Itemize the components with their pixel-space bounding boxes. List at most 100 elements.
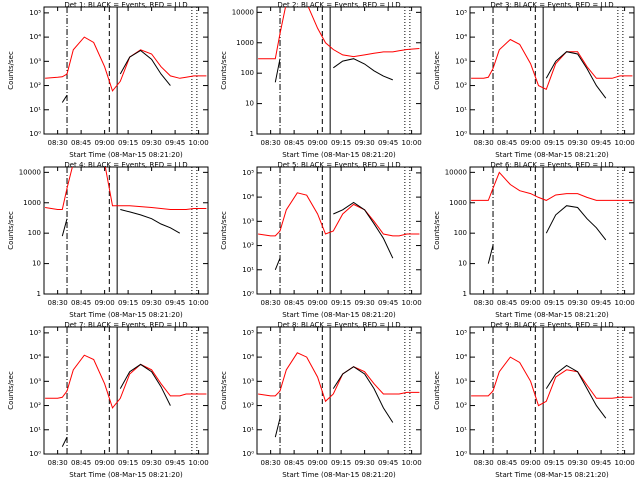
y-tick-label: 10³	[242, 217, 254, 225]
series-line	[61, 209, 181, 237]
y-tick-label: 10²	[455, 402, 467, 410]
x-tick-label: 09:00	[95, 459, 115, 467]
x-axis-label: Start Time (08-Mar-15 08:21:20)	[282, 311, 396, 319]
x-tick-label: 10:00	[189, 459, 209, 467]
y-axis-label: Counts/sec	[220, 51, 228, 90]
x-tick-label: 09:15	[544, 139, 564, 147]
y-axis-label: Counts/sec	[7, 51, 15, 90]
chart-title: Det 1: BLACK = Events, RED = LLD	[64, 1, 187, 9]
y-tick-label: 10⁰	[455, 450, 467, 458]
y-tick-label: 10	[458, 260, 467, 268]
y-tick-label: 10¹	[455, 426, 467, 434]
x-tick-label: 09:30	[142, 299, 162, 307]
x-tick-label: 09:45	[165, 459, 185, 467]
x-tick-label: 09:00	[95, 139, 115, 147]
y-tick-label: 10²	[29, 82, 41, 90]
x-tick-label: 09:15	[331, 459, 351, 467]
y-tick-label: 10⁵	[242, 169, 254, 177]
x-axis-label: Start Time (08-Mar-15 08:21:20)	[69, 471, 183, 479]
chart-title: Det 8: BLACK = Events, RED = LLD	[277, 321, 400, 329]
x-tick-label: 09:30	[355, 139, 375, 147]
panel: Det 8: BLACK = Events, RED = LLD Start Ti…	[220, 321, 422, 479]
y-tick-label: 1000	[23, 199, 41, 207]
x-tick-label: 08:30	[261, 459, 281, 467]
y-tick-label: 100	[241, 69, 254, 77]
x-tick-label: 09:45	[591, 459, 611, 467]
x-tick-label: 09:15	[118, 459, 138, 467]
x-tick-label: 08:45	[497, 139, 517, 147]
x-tick-label: 09:15	[118, 299, 138, 307]
y-tick-label: 10³	[29, 57, 41, 65]
y-axis-label: Counts/sec	[433, 371, 441, 410]
x-tick-label: 09:15	[544, 299, 564, 307]
y-tick-label: 10⁴	[29, 33, 41, 41]
y-tick-label: 10⁰	[29, 130, 41, 138]
y-tick-label: 10⁰	[242, 450, 254, 458]
x-axis-label: Start Time (08-Mar-15 08:21:20)	[69, 311, 183, 319]
x-tick-label: 09:00	[308, 459, 328, 467]
y-axis-label: Counts/sec	[220, 371, 228, 410]
y-tick-label: 10³	[242, 377, 254, 385]
series-line	[62, 51, 186, 103]
x-tick-label: 09:00	[521, 139, 541, 147]
y-tick-label: 10³	[29, 377, 41, 385]
x-tick-label: 10:00	[615, 139, 635, 147]
panel: Det 1: BLACK = Events, RED = LLD Start Ti…	[7, 1, 209, 159]
x-tick-label: 09:45	[378, 299, 398, 307]
y-tick-label: 10	[32, 260, 41, 268]
chart-title: Det 3: BLACK = Events, RED = LLD	[490, 1, 613, 9]
y-tick-label: 10⁴	[242, 193, 254, 201]
series-line	[258, 352, 420, 403]
y-tick-label: 10000	[445, 168, 467, 176]
x-tick-label: 09:00	[95, 299, 115, 307]
plot-frame	[43, 326, 209, 455]
y-axis-label: Counts/sec	[433, 211, 441, 250]
series-line	[45, 36, 207, 92]
x-tick-label: 10:00	[402, 139, 422, 147]
series-line	[545, 51, 607, 99]
x-tick-label: 08:45	[71, 459, 91, 467]
y-tick-label: 10⁴	[455, 353, 467, 361]
y-tick-label: 10⁵	[29, 9, 41, 17]
x-tick-label: 09:45	[165, 299, 185, 307]
y-tick-label: 1	[463, 290, 467, 298]
y-tick-label: 10⁴	[455, 33, 467, 41]
chart-title: Det 2: BLACK = Events, RED = LLD	[277, 1, 400, 9]
x-tick-label: 09:30	[355, 459, 375, 467]
y-tick-label: 10⁰	[455, 130, 467, 138]
y-tick-label: 10¹	[29, 106, 41, 114]
y-tick-label: 10⁵	[242, 329, 254, 337]
y-tick-label: 10⁵	[29, 329, 41, 337]
x-axis-label: Start Time (08-Mar-15 08:21:20)	[69, 151, 183, 159]
y-axis-label: Counts/sec	[433, 51, 441, 90]
series-line	[471, 171, 633, 201]
series-line	[45, 167, 207, 210]
x-axis-label: Start Time (08-Mar-15 08:21:20)	[495, 151, 609, 159]
x-tick-label: 10:00	[615, 459, 635, 467]
plot-frame	[469, 326, 635, 455]
y-tick-label: 10²	[242, 242, 254, 250]
x-tick-label: 10:00	[402, 299, 422, 307]
series-line	[471, 38, 633, 90]
series-line	[274, 201, 394, 270]
x-tick-label: 09:45	[591, 299, 611, 307]
y-tick-label: 10¹	[29, 426, 41, 434]
chart-title: Det 6: BLACK = Events, RED = LLD	[490, 161, 613, 169]
y-tick-label: 10000	[232, 8, 254, 16]
series-line	[61, 363, 171, 447]
x-tick-label: 09:30	[355, 299, 375, 307]
y-tick-label: 10²	[242, 402, 254, 410]
x-axis-label: Start Time (08-Mar-15 08:21:20)	[495, 471, 609, 479]
x-tick-label: 09:00	[521, 459, 541, 467]
series-line	[274, 58, 393, 83]
y-tick-label: 10⁴	[242, 353, 254, 361]
panel: Det 6: BLACK = Events, RED = LLD Start Ti…	[433, 161, 635, 319]
y-tick-label: 10	[245, 100, 254, 108]
x-tick-label: 08:30	[474, 139, 494, 147]
x-tick-label: 08:45	[284, 459, 304, 467]
x-tick-label: 09:15	[118, 139, 138, 147]
y-tick-label: 100	[454, 229, 467, 237]
x-tick-label: 08:45	[497, 299, 517, 307]
y-axis-label: Counts/sec	[220, 211, 228, 250]
